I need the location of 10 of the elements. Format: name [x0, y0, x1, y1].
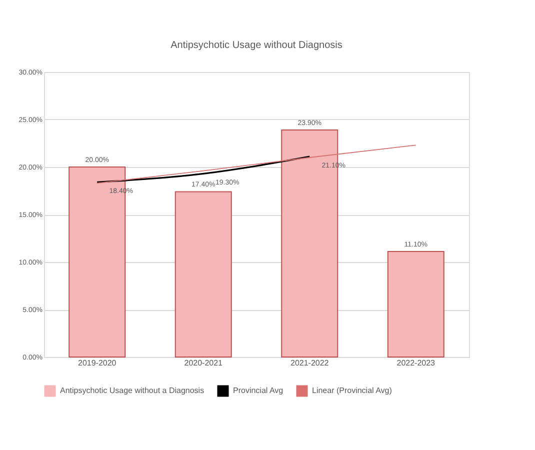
- x-tick-label: 2022-2023: [396, 358, 436, 368]
- legend-label: Antipsychotic Usage without a Diagnosis: [60, 386, 204, 395]
- bar: [174, 191, 232, 358]
- legend-label: Linear (Provincial Avg): [312, 386, 392, 395]
- chart-title: Antipsychotic Usage without Diagnosis: [170, 40, 342, 51]
- x-tick-label: 2019-2020: [78, 358, 117, 368]
- legend-label: Provincial Avg: [233, 386, 284, 395]
- x-tick-label: 2020-2021: [184, 358, 224, 368]
- x-tick-label: 2021-2022: [290, 358, 330, 368]
- bar: [387, 251, 444, 358]
